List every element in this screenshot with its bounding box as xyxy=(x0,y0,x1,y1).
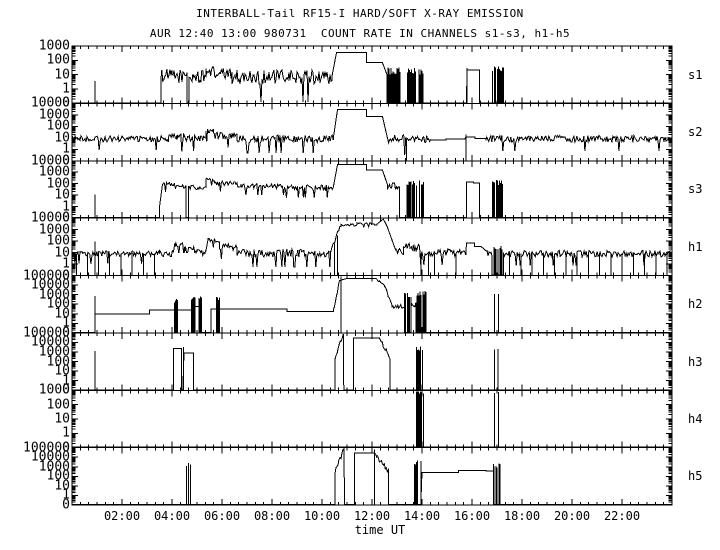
chart-subtitle: AUR 12:40 13:00 980731 COUNT RATE IN CHA… xyxy=(149,27,571,40)
chart-title: INTERBALL-Tail RF15-I HARD/SOFT X-RAY EM… xyxy=(196,7,524,20)
x-axis-title: time UT xyxy=(354,523,406,537)
